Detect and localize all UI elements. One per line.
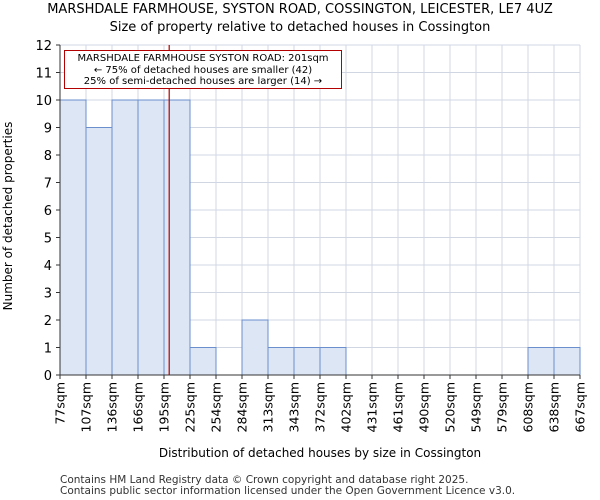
property-annotation-box: MARSHDALE FARMHOUSE SYSTON ROAD: 201sqm … <box>64 50 342 89</box>
histogram-bar <box>241 319 269 376</box>
x-tick-label: 225sqm <box>183 382 198 432</box>
x-tick-label: 343sqm <box>287 382 302 432</box>
histogram-bar <box>137 99 165 376</box>
y-tick-label: 7 <box>44 177 52 192</box>
annotation-line-3: 25% of semi-detached houses are larger (… <box>83 76 323 87</box>
y-tick-label: 1 <box>44 342 52 357</box>
y-tick-label: 6 <box>44 204 52 219</box>
histogram-bar <box>553 347 581 376</box>
annotation-line-2: ← 75% of detached houses are smaller (42… <box>93 64 313 76</box>
y-tick-label: 0 <box>44 369 52 384</box>
histogram-bar <box>267 347 295 376</box>
y-tick-label: 2 <box>44 314 52 329</box>
x-tick-label: 402sqm <box>339 382 354 432</box>
x-tick-label: 520sqm <box>443 382 458 432</box>
x-tick-label: 166sqm <box>131 382 146 432</box>
y-axis-label: Number of detached properties <box>1 122 15 311</box>
histogram-bar <box>85 127 113 376</box>
histogram-bar <box>163 99 191 376</box>
x-tick-label: 372sqm <box>313 382 328 432</box>
y-tick-label: 3 <box>44 287 52 302</box>
x-tick-label: 77sqm <box>53 382 68 425</box>
chart-title: MARSHDALE FARMHOUSE, SYSTON ROAD, COSSIN… <box>47 2 553 17</box>
x-tick-label: 579sqm <box>495 382 510 432</box>
y-tick-label: 4 <box>44 259 52 274</box>
x-tick-label: 431sqm <box>365 382 380 432</box>
histogram-bar <box>293 347 321 376</box>
x-tick-label: 136sqm <box>105 382 120 432</box>
x-tick-label: 254sqm <box>209 382 224 432</box>
x-axis-label: Distribution of detached houses by size … <box>159 446 481 460</box>
footer-line-1: Contains HM Land Registry data © Crown c… <box>60 474 469 486</box>
histogram-bar <box>319 347 347 376</box>
histogram-bar <box>189 347 217 376</box>
x-tick-label: 461sqm <box>391 382 406 432</box>
y-tick-label: 9 <box>44 122 52 137</box>
y-tick-label: 11 <box>35 67 52 82</box>
x-tick-label: 608sqm <box>521 382 536 432</box>
x-tick-label: 284sqm <box>235 382 250 432</box>
y-tick-label: 5 <box>44 232 52 247</box>
histogram-bar <box>527 347 555 376</box>
x-tick-label: 490sqm <box>417 382 432 432</box>
x-tick-label: 549sqm <box>469 382 484 432</box>
annotation-line-1: MARSHDALE FARMHOUSE SYSTON ROAD: 201sqm <box>77 53 329 64</box>
histogram-bar <box>59 99 87 376</box>
y-tick-label: 8 <box>44 149 52 164</box>
x-tick-label: 313sqm <box>261 382 276 432</box>
x-tick-label: 667sqm <box>573 382 588 432</box>
y-tick-label: 10 <box>35 94 52 109</box>
x-tick-label: 195sqm <box>157 382 172 432</box>
x-tick-label: 638sqm <box>547 382 562 432</box>
y-tick-label: 12 <box>35 39 52 54</box>
x-tick-label: 107sqm <box>79 382 94 432</box>
chart-subtitle: Size of property relative to detached ho… <box>109 20 491 35</box>
footer-line-2: Contains public sector information licen… <box>60 485 516 497</box>
histogram-bar <box>111 99 139 376</box>
